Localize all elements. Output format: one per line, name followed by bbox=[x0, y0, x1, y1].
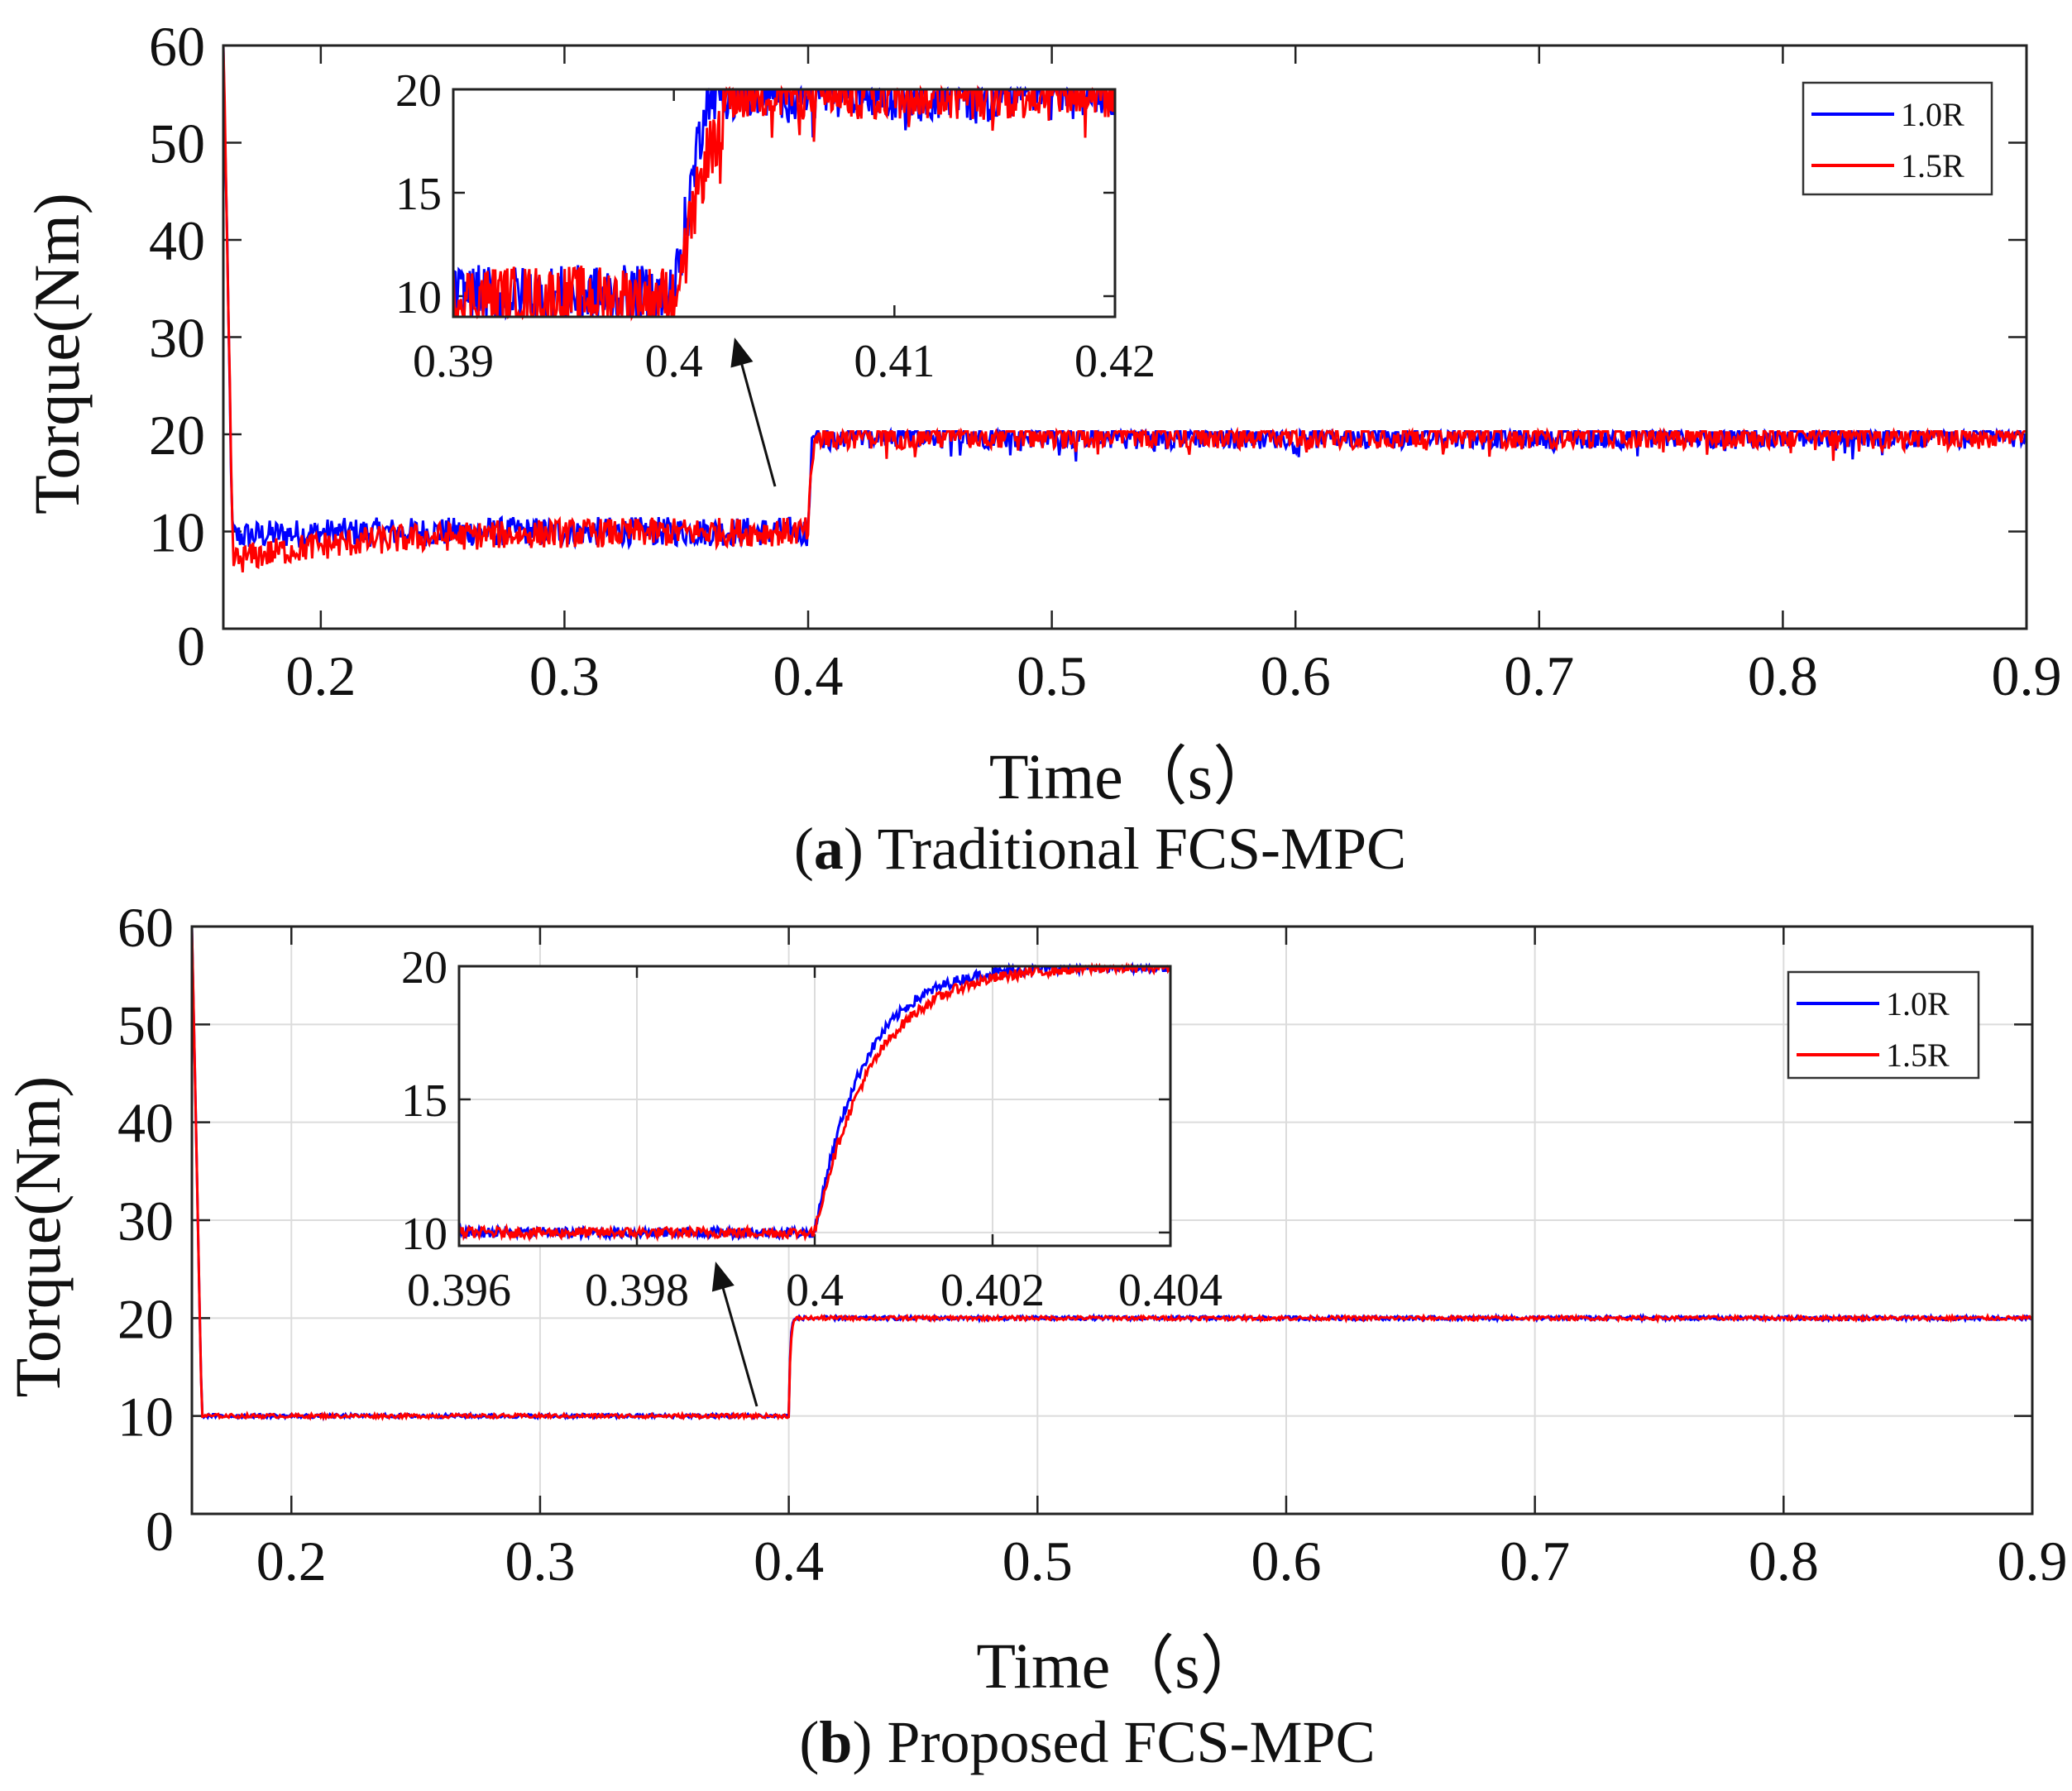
inset-zoom: 0.39 0.4 0.41 0.42 10 15 20 bbox=[395, 65, 1156, 387]
x-axis-label: Time（s） bbox=[976, 1630, 1264, 1702]
x-tick-label: 0.4 bbox=[754, 1530, 824, 1592]
y-tick-label: 50 bbox=[149, 113, 205, 175]
zoom-arrow-head bbox=[730, 338, 754, 368]
x-tick-label: 0.2 bbox=[256, 1530, 327, 1592]
panel-b: 0.2 0.3 0.4 0.5 0.6 0.7 0.8 0.9 0 10 20 30 40 50 60 Tim… bbox=[2, 896, 2068, 1775]
legend-label: 1.0R bbox=[1901, 96, 1964, 133]
y-tick-label: 10 bbox=[149, 501, 205, 564]
zoom-arrow-shaft bbox=[719, 1276, 758, 1407]
inset-x-tick-label: 0.396 bbox=[407, 1265, 511, 1316]
caption-paren-open: ( bbox=[794, 816, 814, 882]
series-line-1.5R bbox=[222, 45, 2027, 572]
plot-frame bbox=[222, 44, 2028, 630]
legend-label: 1.0R bbox=[1886, 985, 1950, 1022]
x-tick-label: 0.6 bbox=[1261, 644, 1331, 707]
inset-y-tick-label: 10 bbox=[401, 1209, 447, 1260]
y-tick-label: 60 bbox=[117, 896, 174, 959]
x-tick-label: 0.9 bbox=[1998, 1530, 2068, 1592]
caption-panel-label: b bbox=[819, 1709, 852, 1775]
inset-x-tick-label: 0.398 bbox=[585, 1265, 689, 1316]
inset-series-line-1.5R bbox=[457, 961, 1172, 1243]
y-axis-label: Torque(Nm) bbox=[2, 1076, 74, 1398]
x-tick-label: 0.3 bbox=[505, 1530, 575, 1592]
y-tick-label: 50 bbox=[117, 994, 174, 1056]
inset-y-tick-label: 10 bbox=[395, 272, 442, 323]
caption-text: Proposed FCS-MPC bbox=[887, 1709, 1375, 1775]
legend-box bbox=[1787, 970, 1980, 1080]
x-tick-label: 0.8 bbox=[1748, 644, 1818, 707]
x-tick-label: 0.8 bbox=[1749, 1530, 1819, 1592]
y-tick-label: 30 bbox=[149, 307, 205, 370]
x-tick-label: 0.9 bbox=[1992, 644, 2062, 707]
y-tick-label: 10 bbox=[117, 1386, 174, 1449]
caption-panel-label: a bbox=[814, 816, 844, 882]
inset-y-tick-label: 15 bbox=[401, 1075, 447, 1127]
y-tick-label: 20 bbox=[117, 1287, 174, 1350]
inset-x-tick-label: 0.402 bbox=[940, 1265, 1045, 1316]
inset-x-tick-label: 0.41 bbox=[854, 336, 935, 387]
inset-frame bbox=[457, 965, 1172, 1247]
legend-label: 1.5R bbox=[1901, 147, 1964, 184]
x-tick-label: 0.3 bbox=[529, 644, 600, 707]
legend-box bbox=[1802, 81, 1993, 196]
y-tick-label: 0 bbox=[177, 615, 205, 678]
x-tick-label: 0.7 bbox=[1500, 1530, 1570, 1592]
zoom-arrow-shaft bbox=[737, 352, 777, 487]
y-tick-label: 40 bbox=[149, 209, 205, 272]
caption-paren-close: ) bbox=[844, 816, 878, 882]
x-tick-label: 0.5 bbox=[1003, 1530, 1073, 1592]
x-axis-label: Time（s） bbox=[989, 740, 1277, 812]
y-tick-label: 60 bbox=[149, 15, 205, 78]
inset-zoom: 0.396 0.398 0.4 0.402 0.404 10 15 20 bbox=[401, 942, 1223, 1316]
inset-x-tick-label: 0.4 bbox=[645, 336, 703, 387]
zoom-arrow-head bbox=[711, 1262, 735, 1292]
figure-caption: (b) Proposed FCS-MPC bbox=[799, 1709, 1375, 1775]
inset-x-tick-label: 0.39 bbox=[413, 336, 494, 387]
inset-frame bbox=[452, 88, 1117, 318]
plot-frame bbox=[190, 925, 2034, 1516]
inset-y-tick-label: 20 bbox=[401, 942, 447, 994]
x-tick-label: 0.5 bbox=[1017, 644, 1087, 707]
caption-paren-close: ) bbox=[852, 1709, 887, 1775]
y-axis-label: Torque(Nm) bbox=[21, 193, 93, 515]
caption-text: Traditional FCS-MPC bbox=[878, 816, 1407, 882]
y-tick-label: 30 bbox=[117, 1190, 174, 1252]
x-tick-label: 0.2 bbox=[285, 644, 356, 707]
inset-x-tick-label: 0.404 bbox=[1118, 1265, 1223, 1316]
x-tick-label: 0.6 bbox=[1251, 1530, 1321, 1592]
inset-y-tick-label: 15 bbox=[395, 169, 442, 220]
caption-paren-open: ( bbox=[799, 1709, 819, 1775]
inset-x-tick-label: 0.4 bbox=[786, 1265, 844, 1316]
y-tick-label: 0 bbox=[146, 1500, 174, 1563]
panel-a: 0.2 0.3 0.4 0.5 0.6 0.7 0.8 0.9 0 10 20 30 40 50 60 Tim… bbox=[21, 15, 2062, 882]
inset-x-tick-label: 0.42 bbox=[1074, 336, 1156, 387]
figure-caption: (a) Traditional FCS-MPC bbox=[794, 816, 1406, 882]
legend-label: 1.5R bbox=[1886, 1037, 1950, 1074]
y-tick-label: 20 bbox=[149, 404, 205, 467]
x-tick-label: 0.7 bbox=[1504, 644, 1574, 707]
inset-y-tick-label: 20 bbox=[395, 65, 442, 117]
series-line-1.5R bbox=[190, 927, 2033, 1421]
y-tick-label: 40 bbox=[117, 1092, 174, 1155]
x-tick-label: 0.4 bbox=[773, 644, 844, 707]
